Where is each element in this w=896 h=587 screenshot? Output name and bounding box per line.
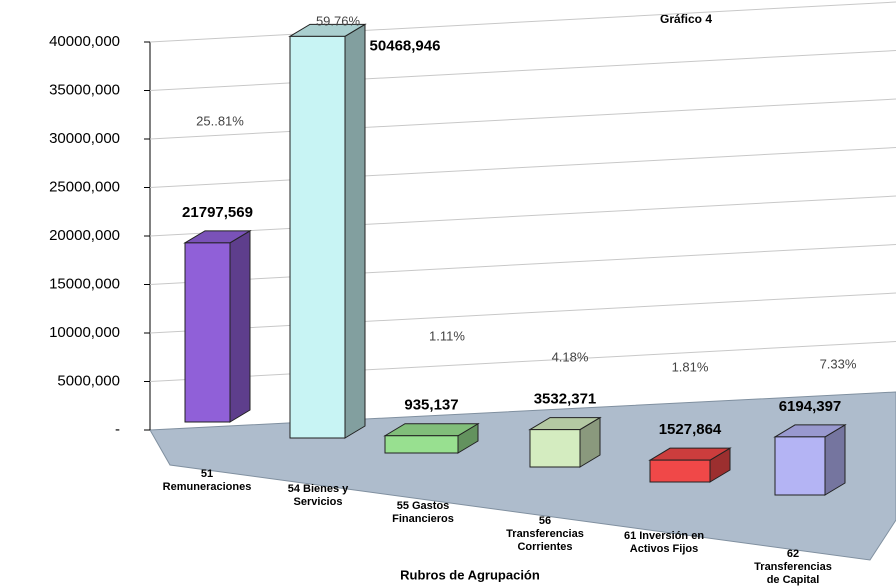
percent-label: 7.33% — [820, 356, 857, 371]
bar-face — [229, 229, 251, 423]
bar-face — [649, 459, 711, 483]
bar — [648, 447, 732, 483]
percent-label: 1.11% — [429, 328, 465, 343]
grid-line — [149, 195, 896, 237]
y-tick-label: - — [115, 421, 120, 438]
grid-line — [149, 1, 896, 43]
percent-label: 1.81% — [672, 359, 709, 374]
x-axis-label: Rubros de Agrupación — [400, 567, 540, 582]
bar-face — [344, 23, 366, 439]
y-tick-label: 15000,000 — [49, 275, 120, 292]
y-tick-label: 20000,000 — [49, 227, 120, 244]
value-label: 935,137 — [404, 397, 458, 414]
grid-line — [149, 98, 896, 140]
grid-line — [149, 292, 896, 334]
x-tick-label: 56 Transferencias Corrientes — [506, 515, 584, 553]
y-tick-label: 30000,000 — [49, 130, 120, 147]
x-tick-label: 61 Inversión en Activos Fijos — [623, 530, 705, 555]
value-label: 1527,864 — [659, 421, 722, 438]
percent-label: 59.76% — [316, 13, 361, 28]
y-tick-label: 5000,000 — [57, 372, 120, 389]
chart-title: Gráfico 4 — [660, 12, 712, 26]
grid-line — [149, 147, 896, 188]
x-tick-label: 55 Gastos Financieros — [392, 500, 454, 525]
grid-line — [149, 50, 896, 91]
bar-face — [774, 436, 826, 496]
bar-face — [184, 242, 231, 423]
y-tick-label: 35000,000 — [49, 81, 120, 98]
x-tick-label: 51 Remuneraciones — [162, 468, 252, 493]
bar — [288, 23, 367, 439]
grid-line — [149, 244, 896, 285]
bar-face — [529, 429, 581, 468]
x-tick-label: 54 Bienes y Servicios — [287, 483, 349, 508]
x-tick-label: 62 Transferencias de Capital — [754, 548, 832, 586]
percent-label: 25..81% — [196, 113, 244, 128]
value-label: 21797,569 — [182, 204, 253, 221]
value-label: 50468,946 — [370, 37, 441, 54]
y-tick-label: 40000,000 — [49, 33, 120, 50]
value-label: 3532,371 — [534, 391, 597, 408]
bar — [183, 229, 252, 423]
y-tick-label: 25000,000 — [49, 178, 120, 195]
bar — [383, 422, 480, 454]
percent-label: 4.18% — [552, 349, 589, 364]
y-tick-label: 10000,000 — [49, 324, 120, 341]
grid-line — [149, 341, 896, 382]
bar — [773, 424, 847, 496]
bar-face — [289, 35, 346, 439]
bar-face — [384, 435, 459, 454]
value-label: 6194,397 — [779, 398, 842, 415]
bar — [528, 416, 602, 468]
